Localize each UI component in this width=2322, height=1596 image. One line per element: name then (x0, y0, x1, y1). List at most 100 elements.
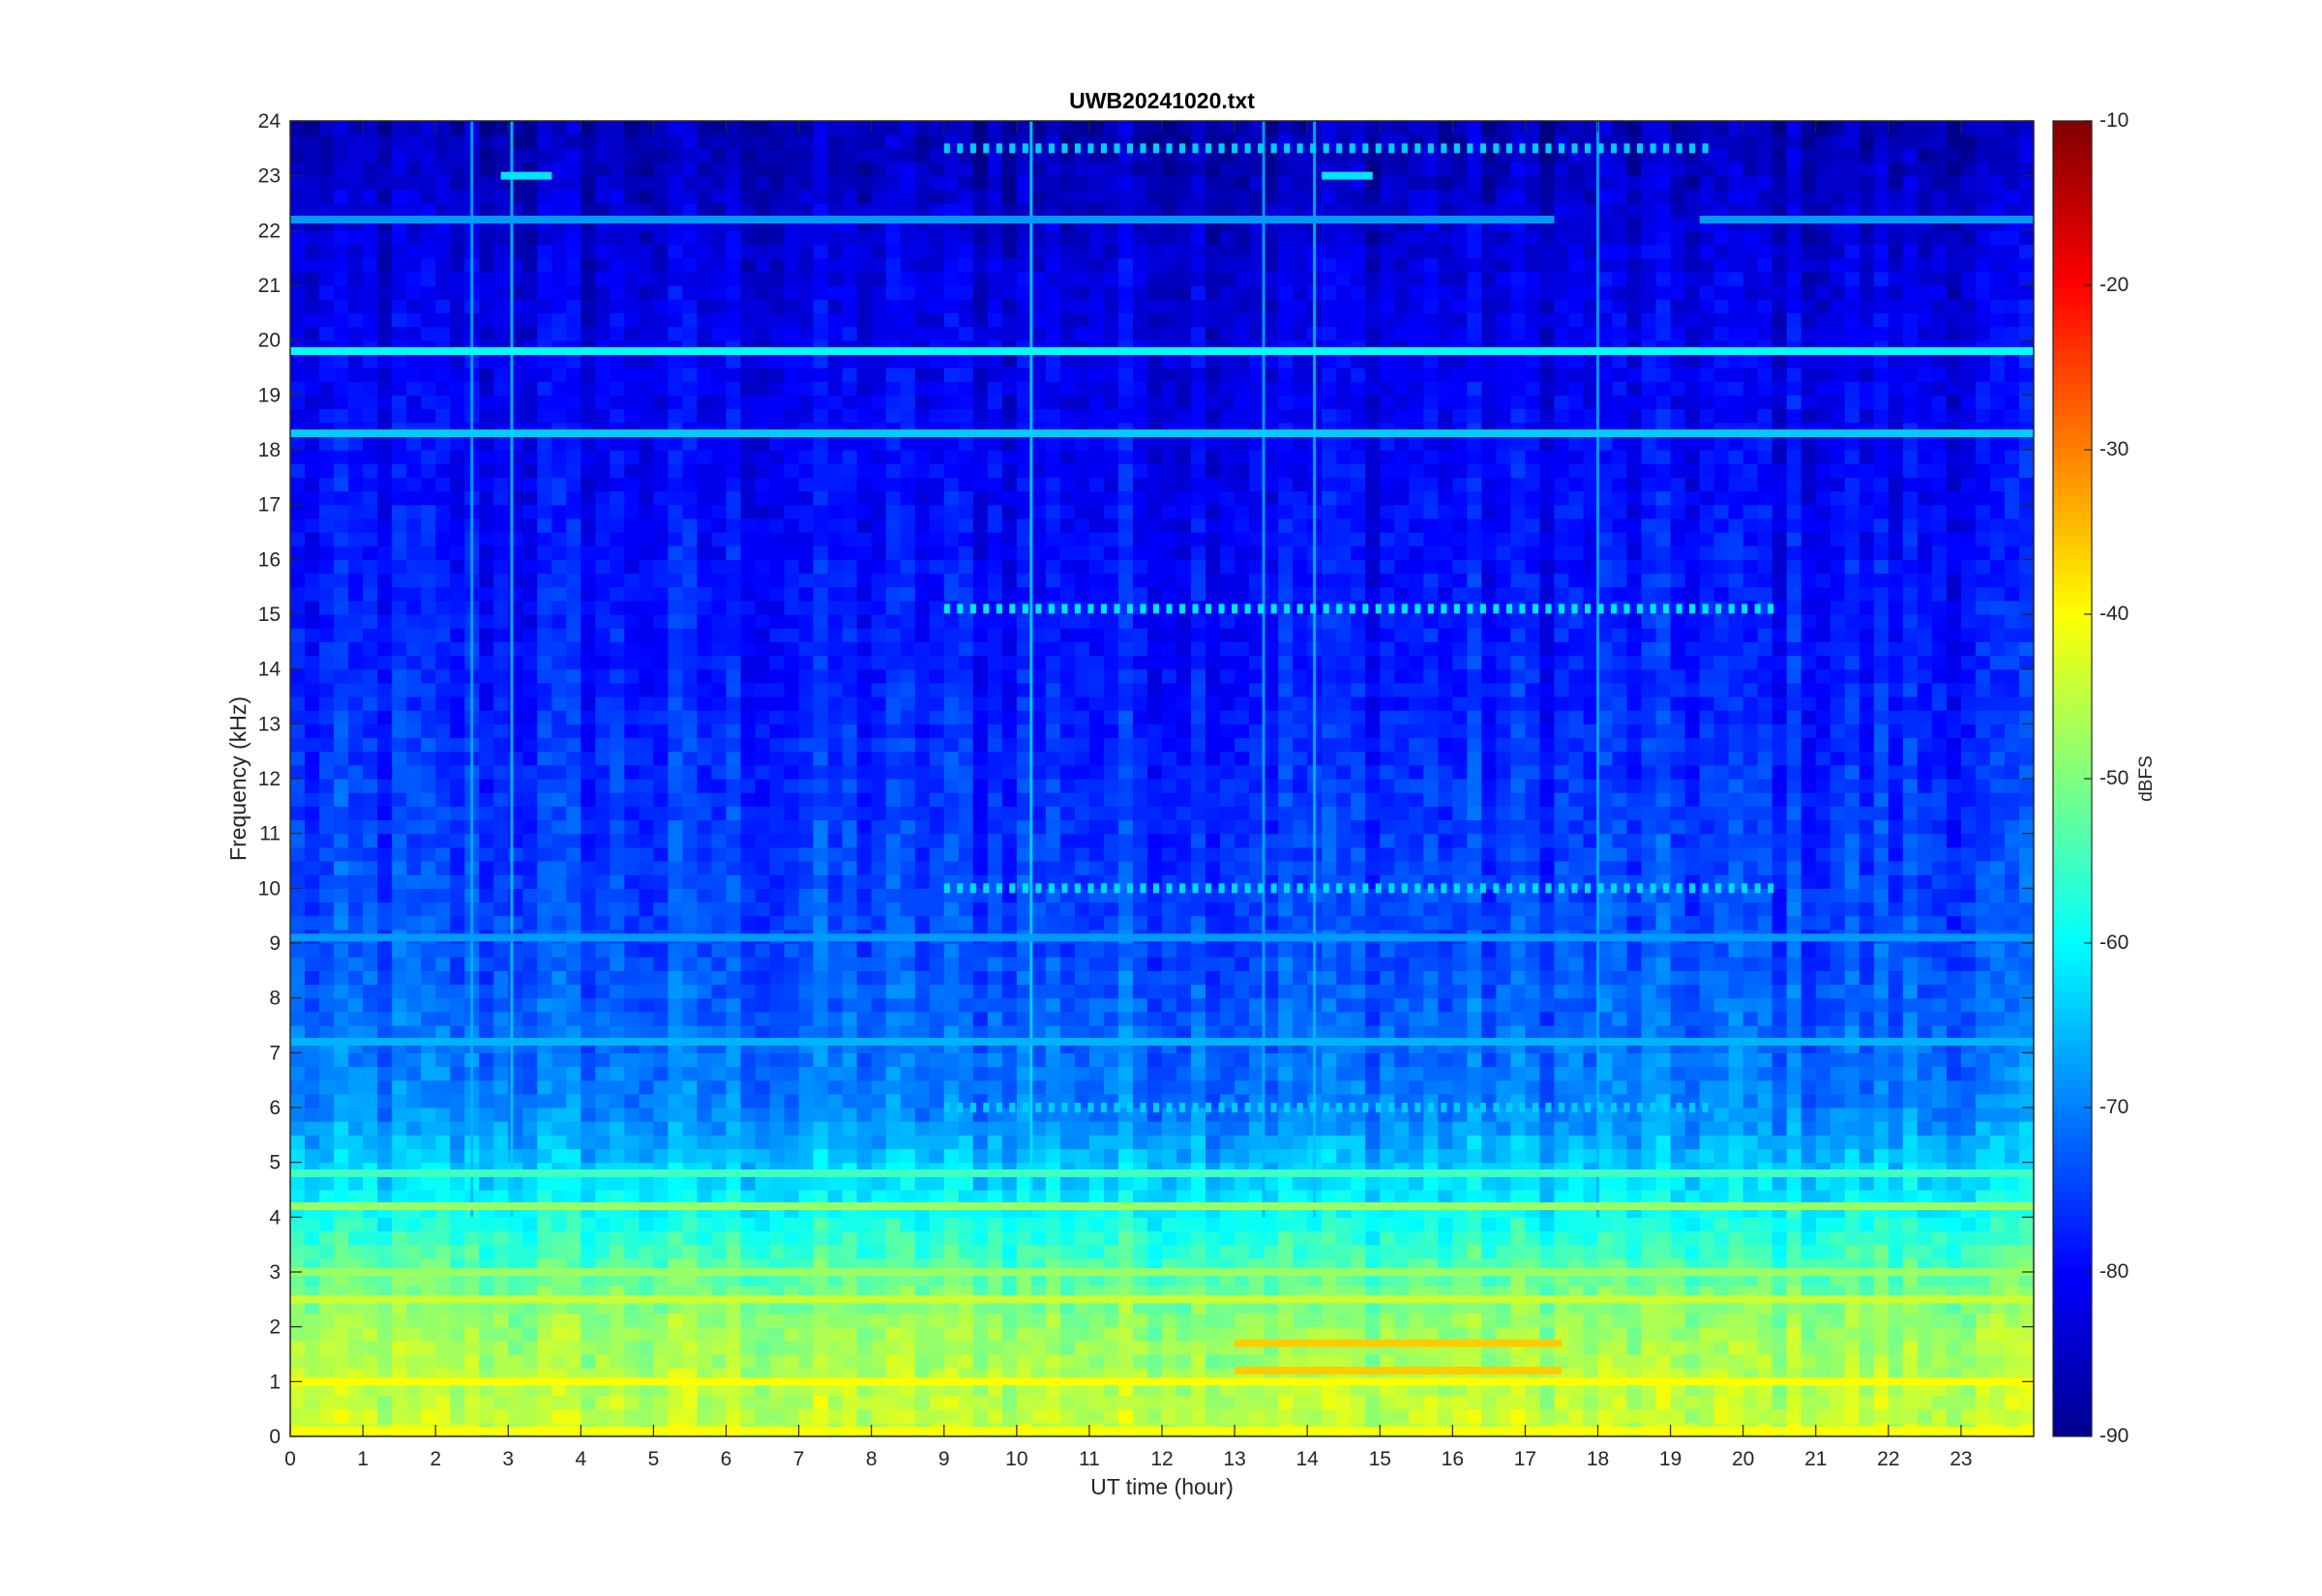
heatmap-cell (885, 1408, 902, 1424)
heatmap-cell (1030, 1011, 1047, 1026)
heatmap-cell (740, 1244, 757, 1259)
heatmap-cell (1481, 997, 1497, 1013)
heatmap-cell (769, 1326, 786, 1342)
heatmap-cell (1525, 1217, 1541, 1232)
heatmap-cell (1902, 1011, 1919, 1026)
heatmap-cell (1888, 1230, 1904, 1246)
heatmap-cell (1103, 1313, 1119, 1328)
heatmap-cell (1771, 1079, 1788, 1095)
heatmap-cell (885, 1135, 902, 1150)
heatmap-cell (1206, 1011, 1221, 1026)
heatmap-cell (1278, 1079, 1294, 1095)
heatmap-cell (522, 1326, 538, 1342)
heatmap-cell (1655, 984, 1672, 999)
heatmap-cell (1059, 957, 1076, 971)
heatmap-cell (2004, 997, 2020, 1013)
heatmap-cell (1525, 1011, 1541, 1026)
heatmap-cell (900, 861, 916, 875)
heatmap-cell (639, 1244, 655, 1259)
heatmap-cell (522, 1108, 538, 1122)
heatmap-cell (522, 1011, 538, 1026)
heatmap-cell (1380, 1135, 1395, 1150)
heatmap-cell (1001, 1175, 1018, 1191)
heatmap-cell (1176, 915, 1192, 931)
heatmap-cell (842, 970, 858, 986)
heatmap-cell (1742, 1395, 1759, 1410)
heatmap-cell (1322, 915, 1337, 931)
heatmap-cell (2018, 1408, 2034, 1424)
heatmap-cell (450, 1025, 465, 1040)
heatmap-cell (1612, 1148, 1628, 1164)
heatmap-cell (610, 1175, 625, 1191)
heatmap-cell (769, 1395, 786, 1410)
heatmap-cell (1278, 1052, 1294, 1068)
heatmap-cell (1873, 943, 1890, 958)
heatmap-cell (537, 1313, 552, 1328)
heatmap-cell (943, 1244, 960, 1259)
heatmap-cell (1264, 1121, 1279, 1136)
heatmap-cell (987, 1011, 1003, 1026)
heatmap-cell (668, 1093, 684, 1108)
heatmap-cell (1438, 1052, 1453, 1068)
heatmap-cell (1771, 1190, 1788, 1204)
heatmap-cell (1931, 874, 1948, 889)
heatmap-cell (1771, 1108, 1788, 1122)
heatmap-cell (1001, 1408, 1018, 1424)
heatmap-cell (2004, 1230, 2020, 1246)
heatmap-cell (566, 1093, 581, 1108)
heatmap-cell (1888, 1079, 1904, 1095)
heatmap-cell (1655, 1408, 1672, 1424)
heatmap-cell (1249, 1175, 1265, 1191)
heatmap-cell (1351, 1313, 1366, 1328)
heatmap-cell (377, 1093, 393, 1108)
heatmap-cell (1670, 984, 1686, 999)
heatmap-cell (1699, 1326, 1715, 1342)
heatmap-cell (1597, 970, 1614, 986)
heatmap-cell (1670, 1217, 1686, 1232)
heatmap-cell (1989, 1175, 2006, 1191)
heatmap-cell (1713, 1052, 1730, 1068)
heatmap-cell (1365, 1025, 1381, 1040)
heatmap-cell (871, 1025, 887, 1040)
heatmap-cell (566, 1079, 581, 1095)
heatmap-cell (1641, 901, 1657, 917)
heatmap-cell (319, 984, 335, 999)
heatmap-cell (769, 1052, 786, 1068)
heatmap-cell (435, 984, 451, 999)
heatmap-cell (1146, 1025, 1163, 1040)
heatmap-cell (1322, 1175, 1337, 1191)
heatmap-cell (1278, 1354, 1294, 1369)
heatmap-cell (1059, 1025, 1076, 1040)
heatmap-cell (1612, 1340, 1628, 1355)
heatmap-cell (1684, 915, 1701, 931)
heatmap-cell (827, 1011, 844, 1026)
heatmap-cell (929, 901, 945, 917)
heatmap-cell (319, 1066, 335, 1081)
heatmap-cell (1931, 1340, 1948, 1355)
heatmap-cell (1001, 1079, 1018, 1095)
heatmap-cell (1612, 1217, 1628, 1232)
heatmap-cell (769, 1230, 786, 1246)
heatmap-cell (900, 874, 916, 889)
heatmap-cell (1917, 1395, 1933, 1410)
heatmap-cell (987, 1244, 1003, 1259)
heatmap-cell (1568, 943, 1585, 958)
heatmap-cell (1844, 1011, 1861, 1026)
heatmap-cell (755, 1395, 771, 1410)
heatmap-cell (1699, 1121, 1715, 1136)
heatmap-cell (1117, 984, 1134, 999)
heatmap-cell (1670, 1148, 1686, 1164)
heatmap-cell (653, 1066, 670, 1081)
heatmap-cell (842, 1079, 858, 1095)
heatmap-cell (726, 1175, 742, 1191)
heatmap-cell (1365, 1244, 1381, 1259)
heatmap-cell (537, 874, 552, 889)
heatmap-cell (1859, 943, 1875, 958)
heatmap-cell (319, 1093, 335, 1108)
heatmap-cell (885, 997, 902, 1013)
heatmap-cell (1191, 1148, 1206, 1164)
heatmap-cell (551, 1079, 567, 1095)
heatmap-cell (1786, 1093, 1802, 1108)
heatmap-cell (1583, 970, 1599, 986)
heatmap-cell (1510, 1313, 1527, 1328)
